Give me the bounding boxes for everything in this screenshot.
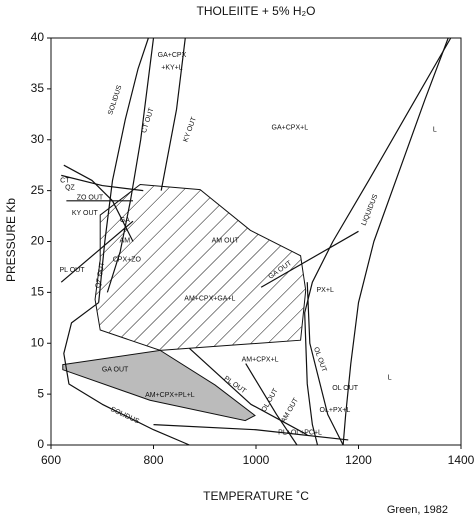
annotation: GA+CPX+L [272,124,309,131]
annotation: L [388,375,392,382]
annotation: SOLIDUS [109,406,140,425]
annotation: PL OUT [59,267,85,274]
annotation: L [433,126,437,133]
phase-field [94,184,307,351]
phase-boundary [61,174,144,192]
credit: Green, 1982 [387,504,448,516]
y-tick-label: 5 [37,386,44,400]
phase-boundary [342,37,449,446]
y-tick-label: 30 [31,132,45,146]
phase-boundary [63,164,134,242]
x-tick-label: 1200 [345,453,372,467]
annotation: CPX+ZO [113,257,142,264]
annotation: AM OUT [280,396,300,424]
x-tick-label: 1000 [243,453,270,467]
y-tick-label: 10 [31,335,45,349]
annotation: QZ [65,184,75,191]
annotation: PX+L [317,287,334,294]
y-axis-label: PRESSURE Kb [4,198,18,282]
annotation: AM [120,237,131,244]
y-tick-label: 20 [31,234,45,248]
annotation: OL OUT [332,385,359,392]
annotation: OL OUT [261,387,280,413]
annotation: AM+CPX+L [242,356,279,363]
phase-boundary [153,424,349,441]
y-tick-label: 40 [31,30,45,44]
x-axis-label: TEMPERATURE ˚C [203,489,309,503]
annotation: GA+CPX [158,52,187,59]
y-tick-label: 15 [31,285,45,299]
annotation: +KY+L [161,64,183,71]
phase-boundary [304,37,452,446]
x-tick-label: 600 [41,453,61,467]
annotation: ZO OUT [77,195,104,202]
y-tick-label: 0 [37,437,44,451]
chart-title: THOLEIITE + 5% H₂O [196,4,315,18]
x-tick-label: 1400 [448,453,474,467]
annotation: AM+CPX+PL+L [145,392,195,399]
phase-boundary [188,347,308,436]
annotation: LIQUIDUS [361,193,380,227]
phase-boundary [260,230,359,288]
phase-boundary [160,37,186,191]
annotation: GA [120,217,130,224]
annotation: CT [60,177,70,184]
annotation: OL+PX+L [320,407,351,414]
annotation: GA OUT [102,367,129,374]
phase-boundary [306,282,344,446]
annotation: PL OUT [223,375,248,396]
annotation: PL+OL+PC+L [278,430,322,437]
annotation: SOLIDUS [107,84,123,116]
annotation: + [123,227,127,234]
phase-field [62,349,256,422]
phase-boundary [60,220,134,283]
annotation: AM+CPX+GA+L [184,295,235,302]
phase-boundary [98,37,149,303]
annotation: KY OUT [182,116,198,143]
annotation: QZ OUT [95,261,107,289]
annotation: KY OUT [72,210,99,217]
y-tick-label: 25 [31,183,45,197]
phase-boundary [63,302,190,446]
phase-boundary [245,363,298,446]
annotation: AM OUT [212,237,240,244]
x-tick-label: 800 [143,453,163,467]
y-tick-label: 35 [31,81,45,95]
